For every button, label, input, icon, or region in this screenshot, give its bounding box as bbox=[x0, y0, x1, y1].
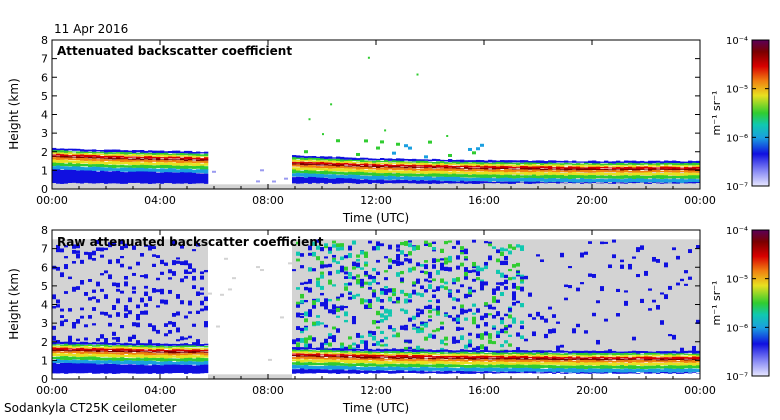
y-tick-label: 2 bbox=[41, 146, 48, 159]
x-tick-label: 12:00 bbox=[360, 384, 392, 397]
y-tick-label: 5 bbox=[41, 90, 48, 103]
x-tick-label: 00:00 bbox=[36, 194, 68, 207]
y-tick-label: 2 bbox=[41, 336, 48, 349]
x-tick-label: 12:00 bbox=[360, 194, 392, 207]
heatmap-data-1 bbox=[52, 56, 701, 189]
colorbar-tick-label: 10⁻⁶ bbox=[726, 133, 748, 144]
colorbar-tick-label: 10⁻⁴ bbox=[726, 226, 748, 237]
y-tick-label: 3 bbox=[41, 317, 48, 330]
colorbar-tick-label: 10⁻⁴ bbox=[726, 36, 748, 47]
colorbar-tick-label: 10⁻⁷ bbox=[726, 182, 748, 193]
date-label: 11 Apr 2016 bbox=[54, 22, 128, 36]
x-tick-label: 20:00 bbox=[576, 194, 608, 207]
x-tick-label: 04:00 bbox=[144, 194, 176, 207]
x-tick-label: 00:00 bbox=[684, 384, 716, 397]
y-tick-label: 1 bbox=[41, 354, 48, 367]
axes-2: 00:00 04:00 08:00 12:00 16:00 20:00 00:0001234… bbox=[36, 224, 716, 397]
panel-title-1: Attenuated backscatter coefficient bbox=[57, 44, 292, 58]
y-tick-label: 7 bbox=[41, 243, 48, 256]
y-tick-label: 1 bbox=[41, 164, 48, 177]
y-tick-label: 8 bbox=[41, 224, 48, 237]
panel-attenuated-backscatter: 00:00 04:00 08:00 12:00 16:00 20:00 00:0001234… bbox=[7, 34, 716, 225]
x-axis-label-1: Time (UTC) bbox=[342, 211, 409, 225]
y-axis-label-2: Height (km) bbox=[7, 268, 21, 339]
y-tick-label: 5 bbox=[41, 280, 48, 293]
colorbar-tick-label: 10⁻⁵ bbox=[726, 275, 748, 286]
colorbar-unit-1: m⁻¹ sr⁻¹ bbox=[710, 91, 723, 136]
x-tick-label: 20:00 bbox=[576, 384, 608, 397]
y-tick-label: 6 bbox=[41, 261, 48, 274]
heatmap-data-2 bbox=[52, 239, 701, 379]
colorbar-tick-label: 10⁻⁶ bbox=[726, 323, 748, 334]
x-tick-label: 08:00 bbox=[252, 384, 284, 397]
x-tick-label: 00:00 bbox=[684, 194, 716, 207]
y-tick-label: 0 bbox=[41, 373, 48, 386]
x-tick-label: 00:00 bbox=[36, 384, 68, 397]
panel-raw-backscatter: 00:00 04:00 08:00 12:00 16:00 20:00 00:0001234… bbox=[7, 224, 716, 415]
y-tick-label: 4 bbox=[41, 109, 48, 122]
y-tick-label: 4 bbox=[41, 299, 48, 312]
x-axis-label-2: Time (UTC) bbox=[342, 401, 409, 415]
y-tick-label: 0 bbox=[41, 183, 48, 196]
x-tick-label: 08:00 bbox=[252, 194, 284, 207]
y-axis-label-1: Height (km) bbox=[7, 78, 21, 149]
colorbar-1: 10⁻⁷ 10⁻⁶ 10⁻⁵ 10⁻⁴ bbox=[726, 36, 770, 193]
x-tick-label: 04:00 bbox=[144, 384, 176, 397]
axes-1: 00:00 04:00 08:00 12:00 16:00 20:00 00:0001234… bbox=[36, 34, 716, 207]
panel-title-2: Raw attenuated backscatter coefficient bbox=[57, 235, 324, 249]
y-tick-label: 3 bbox=[41, 127, 48, 140]
colorbar-tick-label: 10⁻⁵ bbox=[726, 85, 748, 96]
y-tick-label: 6 bbox=[41, 71, 48, 84]
colorbar-2: 10⁻⁷ 10⁻⁶ 10⁻⁵ 10⁻⁴ bbox=[726, 226, 770, 383]
colorbar-unit-2: m⁻¹ sr⁻¹ bbox=[710, 281, 723, 326]
x-tick-label: 16:00 bbox=[468, 384, 500, 397]
instrument-footer: Sodankyla CT25K ceilometer bbox=[4, 401, 176, 415]
y-tick-label: 8 bbox=[41, 34, 48, 47]
colorbar-tick-label: 10⁻⁷ bbox=[726, 372, 748, 383]
x-tick-label: 16:00 bbox=[468, 194, 500, 207]
y-tick-label: 7 bbox=[41, 53, 48, 66]
